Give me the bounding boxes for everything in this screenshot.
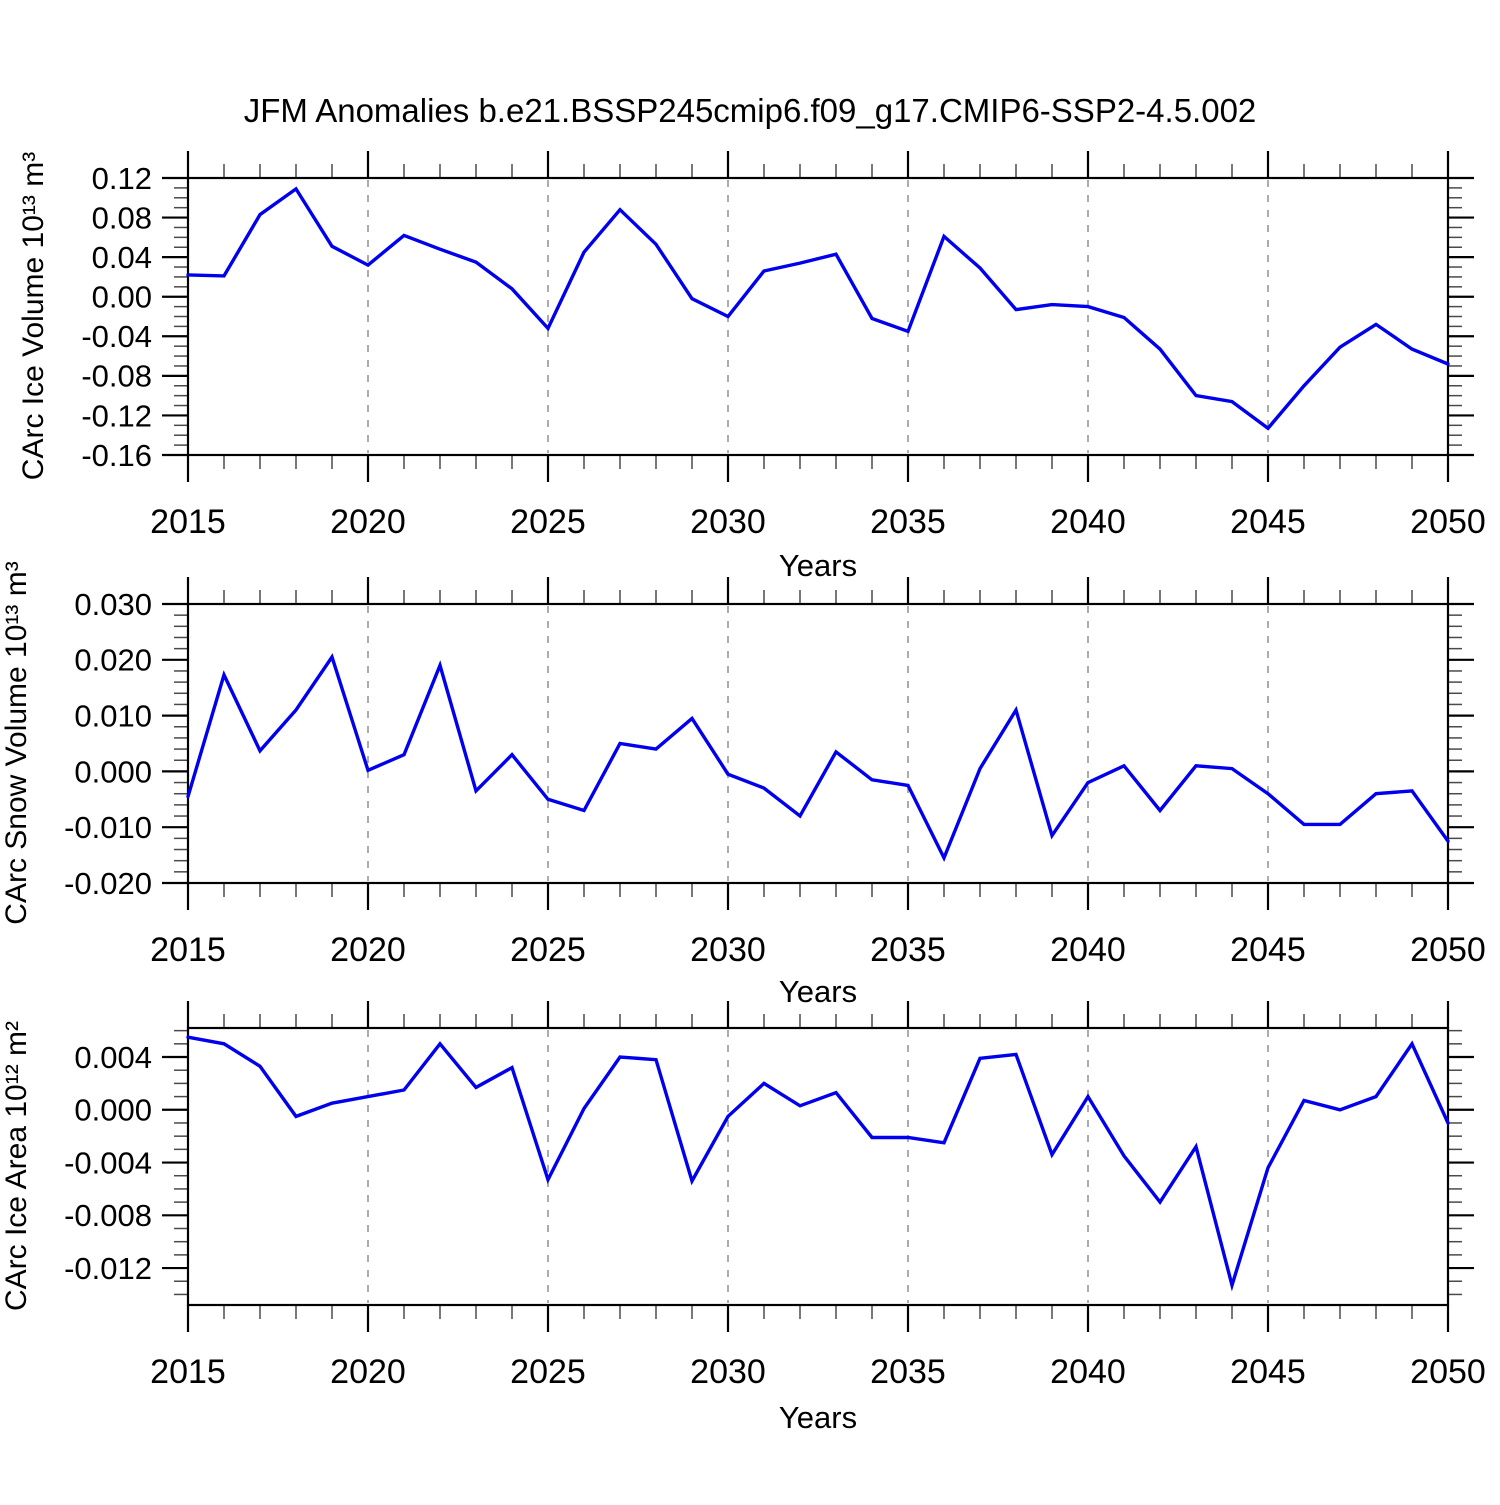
x-tick-label: 2045 xyxy=(1230,931,1306,969)
x-axis-label-years-panel1: Years xyxy=(778,548,858,583)
x-axis-label-years-panel3: Years xyxy=(778,1400,858,1435)
x-tick-label: 2040 xyxy=(1050,931,1126,969)
x-tick-label: 2045 xyxy=(1230,503,1306,541)
y-tick-label: 0.12 xyxy=(92,161,152,196)
y-tick-label: -0.12 xyxy=(81,398,152,433)
y-tick-label: -0.16 xyxy=(81,438,152,473)
data-line-panel3 xyxy=(186,1035,1450,1292)
plot-frame xyxy=(186,1026,1450,1307)
x-tick-label: 2035 xyxy=(870,931,946,969)
x-tick-label: 2035 xyxy=(870,1353,946,1391)
x-tick-label: 2015 xyxy=(150,503,226,541)
x-tick-label: 2050 xyxy=(1410,931,1486,969)
x-tick-label: 2015 xyxy=(150,1353,226,1391)
y-tick-label: -0.010 xyxy=(64,810,152,845)
y-tick-label: 0.08 xyxy=(92,200,152,235)
y-tick-label: 0.04 xyxy=(92,240,152,275)
y-tick-label: 0.030 xyxy=(74,587,152,622)
x-tick-label: 2020 xyxy=(330,931,406,969)
x-tick-label: 2025 xyxy=(510,503,586,541)
y-tick-label: 0.00 xyxy=(92,280,152,315)
x-tick-label: 2025 xyxy=(510,931,586,969)
y-tick-label: -0.004 xyxy=(64,1145,152,1180)
x-axis-label-years-panel2: Years xyxy=(778,974,858,1009)
x-tick-label: 2020 xyxy=(330,1353,406,1391)
x-tick-label: 2050 xyxy=(1410,1353,1486,1391)
x-tick-label: 2030 xyxy=(690,931,766,969)
x-tick-label: 2030 xyxy=(690,1353,766,1391)
y-axis-label-ice-volume: CArc Ice Volume 10¹³ m³ xyxy=(17,151,50,481)
x-tick-label: 2025 xyxy=(510,1353,586,1391)
y-tick-label: -0.08 xyxy=(81,359,152,394)
y-tick-label: 0.004 xyxy=(74,1040,152,1075)
x-tick-label: 2040 xyxy=(1050,1353,1126,1391)
x-tick-label: 2050 xyxy=(1410,503,1486,541)
y-tick-label: -0.008 xyxy=(64,1198,152,1233)
data-line-panel2 xyxy=(186,653,1450,863)
y-axis-label-snow-volume: CArc Snow Volume 10¹³ m³ xyxy=(0,561,33,925)
y-tick-label: -0.020 xyxy=(64,866,152,901)
plot-frame xyxy=(186,176,1450,457)
y-tick-label: -0.012 xyxy=(64,1251,152,1286)
x-tick-label: 2015 xyxy=(150,931,226,969)
chart-title: JFM Anomalies b.e21.BSSP245cmip6.f09_g17… xyxy=(243,92,1257,129)
y-tick-label: 0.020 xyxy=(74,643,152,678)
x-tick-label: 2030 xyxy=(690,503,766,541)
y-axis-label-ice-area: CArc Ice Area 10¹² m² xyxy=(0,1020,33,1312)
y-tick-label: 0.010 xyxy=(74,698,152,733)
plot-frame xyxy=(186,602,1450,885)
y-tick-label: 0.000 xyxy=(74,1093,152,1128)
data-line-panel1 xyxy=(186,186,1450,431)
x-tick-label: 2020 xyxy=(330,503,406,541)
x-tick-label: 2045 xyxy=(1230,1353,1306,1391)
y-tick-label: -0.04 xyxy=(81,319,152,354)
x-tick-label: 2040 xyxy=(1050,503,1126,541)
x-tick-label: 2035 xyxy=(870,503,946,541)
y-tick-label: 0.000 xyxy=(74,754,152,789)
